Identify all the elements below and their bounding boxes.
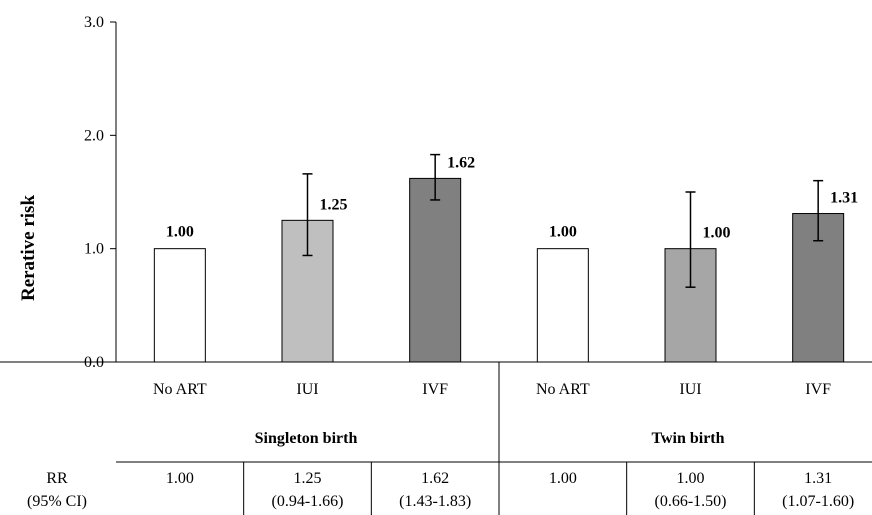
ci-row-label: (95% CI) <box>27 493 87 510</box>
chart-frame <box>0 22 872 515</box>
bar <box>536 248 589 363</box>
group-label-singleton: Singleton birth <box>255 430 358 447</box>
category-label: No ART <box>153 381 207 398</box>
rr-value: 1.00 <box>549 470 577 487</box>
rr-value: 1.25 <box>294 470 322 487</box>
bar <box>409 177 462 363</box>
data-label: 1.62 <box>447 154 475 171</box>
category-label: IVF <box>805 381 831 398</box>
data-label: 1.00 <box>166 224 194 241</box>
ci-value: (0.66-1.50) <box>655 493 727 510</box>
y-tick-label: 1.0 <box>84 241 104 258</box>
category-labels: No ART IUI IVF No ART IUI IVF <box>153 381 831 398</box>
rr-value: 1.62 <box>421 470 449 487</box>
y-tick-label: 3.0 <box>84 14 104 31</box>
ci-value: (1.43-1.83) <box>399 493 471 510</box>
category-label: IVF <box>422 381 448 398</box>
bar <box>664 248 717 363</box>
rr-table-cells: 1.00 1.25 (0.94-1.66) 1.62 (1.43-1.83) 1.00 1.… <box>166 470 854 510</box>
ci-value: (0.94-1.66) <box>272 493 344 510</box>
ci-value: (1.07-1.60) <box>782 493 854 510</box>
y-tick-label: 2.0 <box>84 127 104 144</box>
bars <box>153 177 845 363</box>
error-bars <box>302 153 824 288</box>
y-tick-label: 0.0 <box>84 354 104 371</box>
rr-row-label: RR <box>46 470 68 487</box>
category-label: No ART <box>536 381 590 398</box>
rr-value: 1.00 <box>166 470 194 487</box>
y-axis-label: Rerative risk <box>18 195 39 301</box>
y-axis-ticks: 0.0 1.0 2.0 3.0 <box>84 14 116 371</box>
data-label: 1.00 <box>703 225 731 242</box>
rr-value: 1.00 <box>677 470 705 487</box>
group-label-twin: Twin birth <box>651 430 724 447</box>
data-label: 1.25 <box>320 196 348 213</box>
data-label: 1.00 <box>549 224 577 241</box>
category-label: IUI <box>679 381 701 398</box>
data-labels: 1.00 1.25 1.62 1.00 1.00 1.31 <box>166 154 858 241</box>
category-label: IUI <box>296 381 318 398</box>
data-label: 1.31 <box>830 190 858 207</box>
bar <box>153 248 206 363</box>
rr-value: 1.31 <box>804 470 832 487</box>
